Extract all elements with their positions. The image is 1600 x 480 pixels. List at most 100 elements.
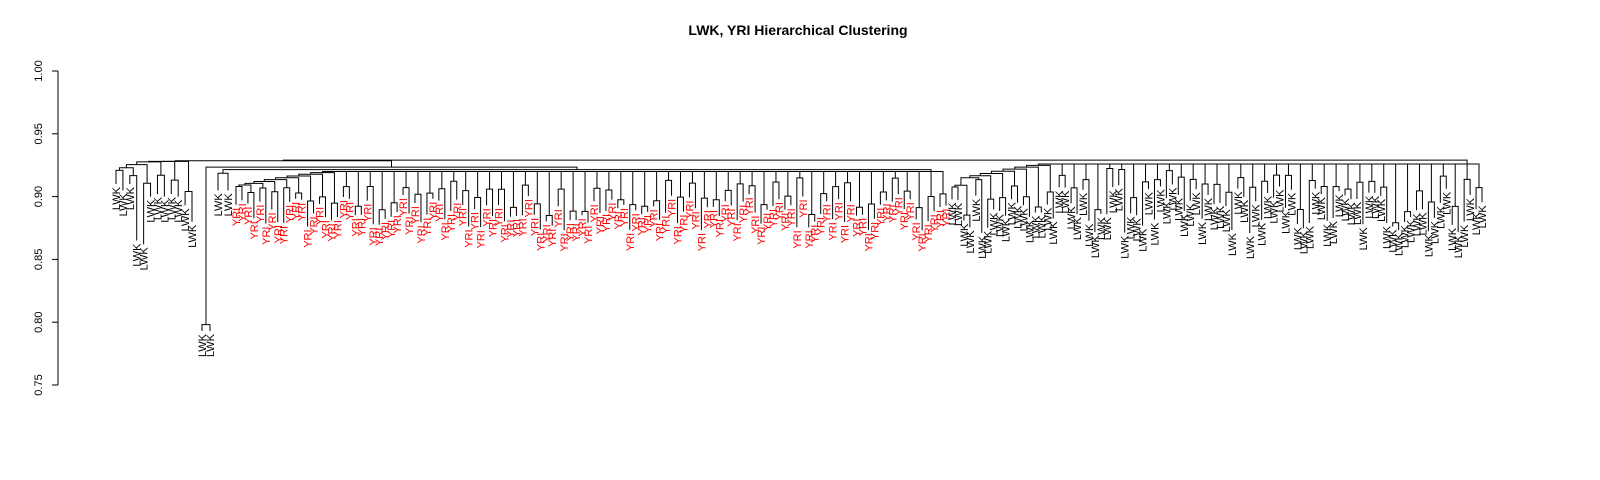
leaf-label: YRI	[505, 220, 517, 238]
dendrogram-link	[235, 185, 243, 205]
leaf-label: LWK	[1406, 219, 1418, 243]
leaf-label: YRI	[565, 223, 577, 241]
leaf-label: YRI	[297, 203, 309, 221]
dendrogram-link	[170, 179, 179, 197]
leaf-label: YRI	[315, 207, 327, 225]
dendrogram-links	[115, 159, 1483, 331]
leaf-label: LWK	[1352, 201, 1364, 225]
leaf-label: LWK	[1138, 228, 1150, 252]
leaf-label: YRI	[309, 216, 321, 234]
dendrogram-link	[201, 324, 211, 331]
leaf-label: YRI	[637, 217, 649, 235]
dendrogram-link	[1037, 163, 1063, 176]
dendrogram-link	[118, 167, 134, 176]
leaf-label: YRI	[422, 218, 434, 236]
leaf-label: YRI	[601, 214, 613, 232]
y-tick-label: 0.85	[33, 249, 45, 270]
dendrogram-link	[1034, 206, 1042, 213]
dendrogram-link	[263, 179, 288, 188]
dendrogram-link	[319, 196, 326, 218]
leaf-label: YRI	[404, 216, 416, 234]
leaf-label: YRI	[350, 218, 362, 236]
leaf-label: LWK	[1334, 194, 1346, 218]
leaf-label: LWK	[1024, 219, 1036, 243]
leaf-label: LWK	[1090, 234, 1102, 258]
leaf-label: YRI	[929, 214, 941, 232]
leaf-label: LWK	[1364, 195, 1376, 219]
leaf-label: LWK	[1030, 215, 1042, 239]
leaf-label: YRI	[553, 209, 565, 227]
leaf-label: LWK	[977, 235, 989, 259]
dendrogram-link	[593, 187, 601, 214]
leaf-label: YRI	[237, 203, 249, 221]
leaf-label: YRI	[875, 208, 887, 226]
leaf-label: YRI	[529, 218, 541, 236]
leaf-label: LWK	[971, 198, 983, 222]
leaf-label: LWK	[152, 196, 164, 220]
dendrogram-link	[174, 160, 393, 168]
leaf-label: LWK	[1167, 187, 1179, 211]
leaf-label: LWK	[1340, 198, 1352, 222]
leaf-label: YRI	[547, 229, 559, 247]
leaf-label: YRI	[732, 223, 744, 241]
leaf-label: LWK	[953, 202, 965, 226]
leaf-label: LWK	[1108, 190, 1120, 214]
leaf-label: LWK	[1388, 229, 1400, 253]
leaf-label: YRI	[828, 222, 840, 240]
dendrogram-link	[1142, 181, 1150, 226]
leaf-label: LWK	[187, 224, 199, 248]
leaf-label: LWK	[1018, 208, 1030, 232]
leaf-label: YRI	[804, 230, 816, 248]
dendrogram-link	[954, 184, 968, 216]
dendrogram-link	[979, 172, 1004, 198]
leaf-label: YRI	[589, 204, 601, 222]
leaf-label: YRI	[583, 226, 595, 244]
leaf-label: LWK	[1370, 195, 1382, 219]
leaf-label: LWK	[1328, 220, 1340, 244]
dendrogram-link	[724, 189, 732, 206]
dendrogram-link	[259, 187, 267, 224]
leaf-label: YRI	[881, 203, 893, 221]
leaf-label: YRI	[631, 213, 643, 231]
leaf-label: YRI	[738, 205, 750, 223]
leaf-label: YRI	[249, 221, 261, 239]
leaf-label: YRI	[470, 212, 482, 230]
leaf-label: LWK	[125, 186, 137, 210]
leaf-label: YRI	[905, 202, 917, 220]
dendrogram-link	[688, 182, 696, 209]
leaf-label: YRI	[941, 209, 953, 227]
leaf-label: YRI	[458, 208, 470, 226]
dendrogram-link	[1118, 168, 1126, 233]
leaf-label: LWK	[1453, 235, 1465, 259]
leaf-label: YRI	[768, 209, 780, 227]
leaf-label: YRI	[452, 203, 464, 221]
leaf-label: YRI	[386, 220, 398, 238]
dendrogram-link	[402, 187, 410, 214]
dendrogram-link	[665, 179, 673, 213]
dendrogram-link	[342, 186, 350, 199]
leaf-label: LWK	[132, 243, 144, 267]
dendrogram-link	[915, 207, 923, 231]
dendrogram-link	[919, 170, 944, 194]
leaf-label: LWK	[1292, 226, 1304, 250]
leaf-label: LWK	[1322, 223, 1334, 247]
leaf-label: YRI	[673, 226, 685, 244]
leaf-label: YRI	[607, 203, 619, 221]
leaf-label: LWK	[1304, 225, 1316, 249]
leaf-label: YRI	[935, 210, 947, 228]
leaf-label: LWK	[1394, 232, 1406, 256]
leaf-label: YRI	[446, 214, 458, 232]
leaf-label: YRI	[750, 216, 762, 234]
leaf-label: YRI	[696, 233, 708, 251]
leaf-label: YRI	[571, 223, 583, 241]
leaf-label: YRI	[923, 224, 935, 242]
leaf-label: YRI	[744, 197, 756, 215]
leaf-label: LWK	[1417, 212, 1429, 236]
leaf-label: YRI	[338, 200, 350, 218]
leaf-label: LWK	[223, 193, 235, 217]
leaf-label: YRI	[392, 215, 404, 233]
leaf-label: YRI	[911, 222, 923, 240]
leaf-label: YRI	[893, 197, 905, 215]
leaf-label: YRI	[899, 212, 911, 230]
dendrogram-link	[244, 182, 264, 188]
